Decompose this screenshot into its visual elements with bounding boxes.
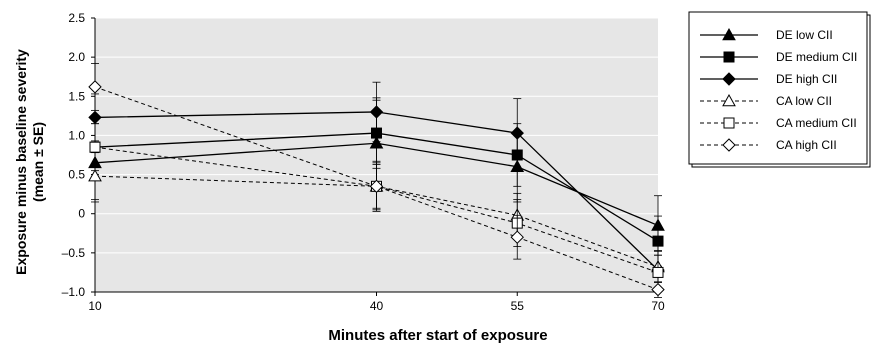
x-tick-label-3: 70: [651, 299, 665, 313]
series-3-line: [94, 175, 659, 268]
y-tick-label-6: –0.5: [62, 246, 86, 260]
series-5-line: [94, 86, 659, 291]
legend-label-1: DE medium CII: [776, 50, 857, 64]
series-4-line: [94, 146, 659, 273]
legend-label-0: DE low CII: [776, 28, 833, 42]
legend-label-3: CA low CII: [776, 94, 832, 108]
series-1-point-3: [652, 235, 664, 247]
series-1-line: [94, 132, 659, 242]
series-5: [88, 63, 665, 298]
y-tick-label-7: –1.0: [62, 285, 86, 299]
series-2-line: [94, 111, 659, 271]
y-tick-label-1: 2.0: [68, 50, 85, 64]
series-5-point-0: [88, 80, 102, 94]
x-axis-title: Minutes after start of exposure: [328, 327, 547, 344]
y-tick-label-3: 1.0: [68, 128, 85, 142]
y-tick-label-0: 2.5: [68, 11, 85, 25]
y-axis-ticks: 2.5 2.0 1.5 1.0 0.5 0 –0.5 –1.0: [62, 11, 95, 299]
legend-marker-4: [723, 117, 735, 129]
legend-label-5: CA high CII: [776, 138, 837, 152]
y-axis-title-line1: Exposure minus baseline severity: [13, 49, 29, 275]
legend-label-4: CA medium CII: [776, 116, 857, 130]
series-2-point-2: [510, 126, 524, 140]
y-axis-title-line2: (mean ± SE): [30, 122, 46, 202]
x-tick-label-0: 10: [88, 299, 102, 313]
legend-marker-2: [722, 72, 736, 86]
x-axis-ticks: 10 40 55 70: [88, 292, 665, 313]
series-3-point-0: [88, 169, 102, 182]
series-4-point-0: [89, 141, 101, 153]
legend-frame: [688, 11, 868, 165]
x-tick-label-1: 40: [370, 299, 384, 313]
series-4-point-3: [652, 266, 664, 278]
series-2-point-1: [369, 105, 384, 119]
series-5-point-1: [369, 179, 384, 194]
legend-marker-5: [722, 138, 736, 152]
y-tick-label-4: 0.5: [68, 168, 85, 182]
y-axis-title: Exposure minus baseline severity (mean ±…: [13, 49, 46, 275]
series-group: [88, 63, 665, 298]
y-tick-label-2: 1.5: [68, 89, 85, 103]
y-tick-label-5: 0: [78, 207, 85, 221]
legend-marker-1: [723, 51, 735, 63]
series-0-line: [94, 142, 659, 227]
legend: DE low CII DE medium CII DE high CII CA low…: [688, 11, 871, 168]
legend-marker-0: [722, 27, 736, 41]
series-5-point-3: [651, 282, 665, 297]
x-tick-label-2: 55: [511, 299, 525, 313]
series-5-point-2: [510, 230, 524, 244]
legend-label-2: DE high CII: [776, 72, 837, 86]
legend-marker-3: [722, 93, 736, 107]
